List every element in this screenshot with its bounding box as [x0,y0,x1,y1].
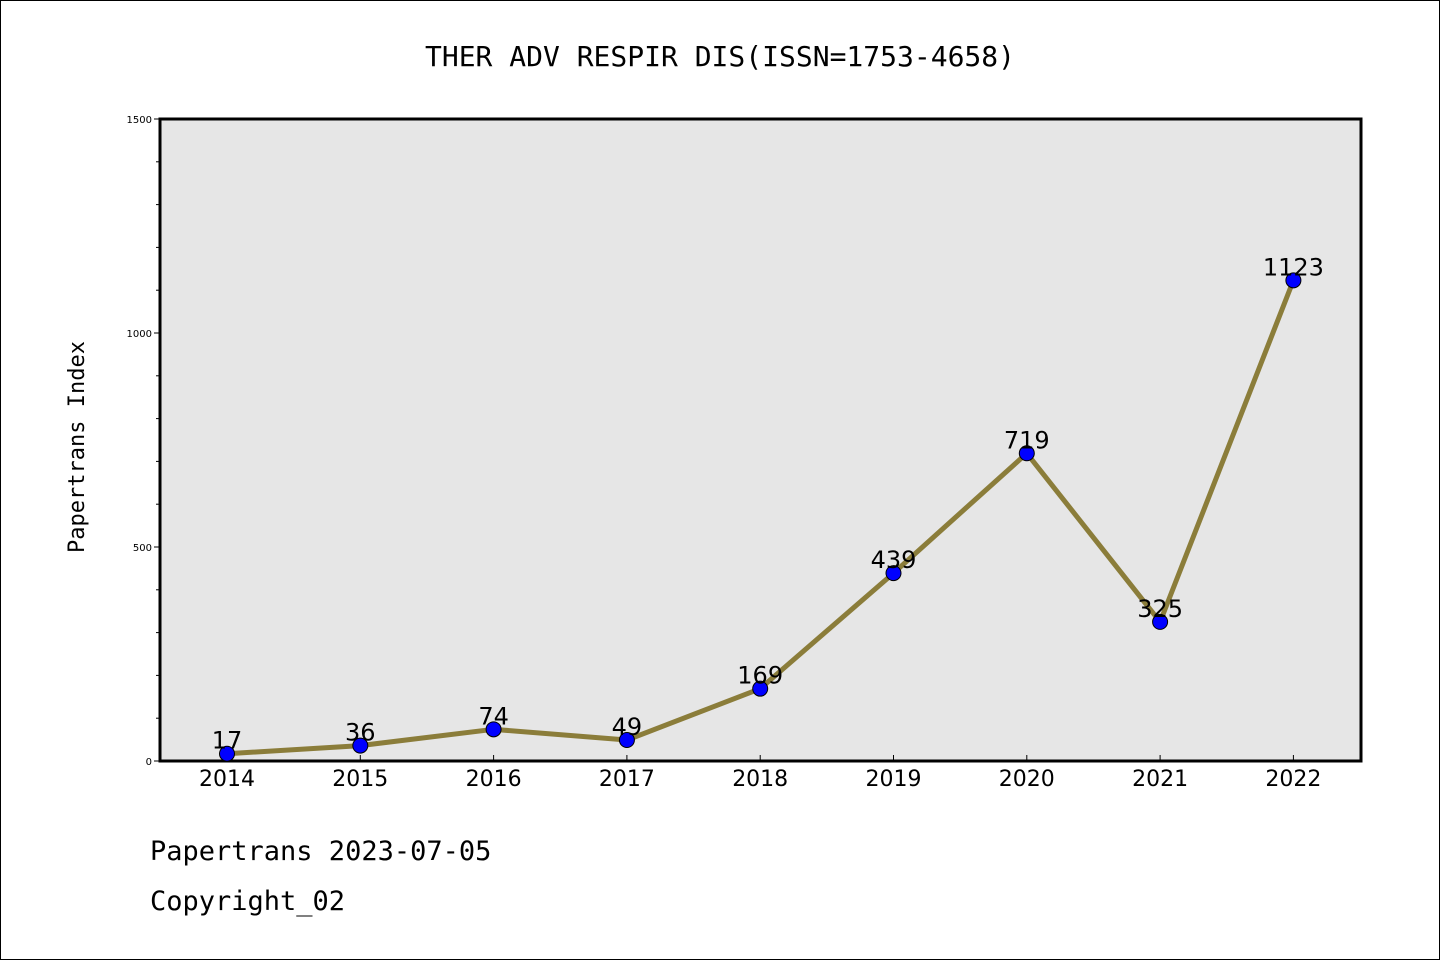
data-point [1018,445,1035,462]
data-label: 169 [737,662,783,690]
x-tick-label: 2021 [1132,767,1188,792]
footer-copyright: Copyright_02 [150,886,346,917]
data-point [219,745,235,762]
data-label: 36 [345,719,376,747]
y-tick-label: 0 [146,757,152,768]
x-tick-label: 2019 [866,767,922,792]
y-tick-label: 500 [133,543,152,554]
x-tick-label: 2015 [332,767,388,792]
data-label: 17 [212,727,243,755]
x-tick-label: 2016 [466,767,522,792]
y-tick-label: 1500 [127,115,152,126]
x-tick-label: 2014 [199,767,255,792]
plot-area [158,117,1363,763]
chart-title: THER ADV RESPIR DIS(ISSN=1753-4658) [425,40,1015,73]
data-point [1152,613,1169,630]
data-label: 1123 [1263,253,1324,281]
x-tick-label: 2018 [732,767,788,792]
data-point [885,565,902,582]
data-point [752,680,769,697]
x-tick-label: 2020 [999,767,1055,792]
y-axis-label: Papertrans Index [65,341,90,553]
data-label: 49 [612,713,643,741]
data-label: 439 [871,546,917,574]
axis-ticks: 0 500 1000 1500 2014 2015 2016 2017 2018 2019 2020… [127,115,1322,792]
y-tick-label: 1000 [127,329,152,340]
data-point [1285,272,1302,289]
data-label: 325 [1137,595,1183,623]
footer-date: Papertrans 2023-07-05 [150,836,492,867]
data-labels: 17 36 74 49 169 439 719 325 1123 [212,253,1324,754]
x-tick-label: 2022 [1265,767,1321,792]
data-label: 719 [1004,426,1050,454]
data-label: 74 [478,702,509,730]
data-point [485,721,502,738]
data-point [618,732,635,749]
series-layer [219,272,1302,762]
data-point [352,737,369,754]
x-tick-label: 2017 [599,767,655,792]
